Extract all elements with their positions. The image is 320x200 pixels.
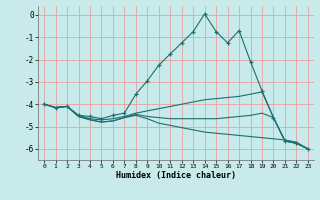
X-axis label: Humidex (Indice chaleur): Humidex (Indice chaleur) bbox=[116, 171, 236, 180]
